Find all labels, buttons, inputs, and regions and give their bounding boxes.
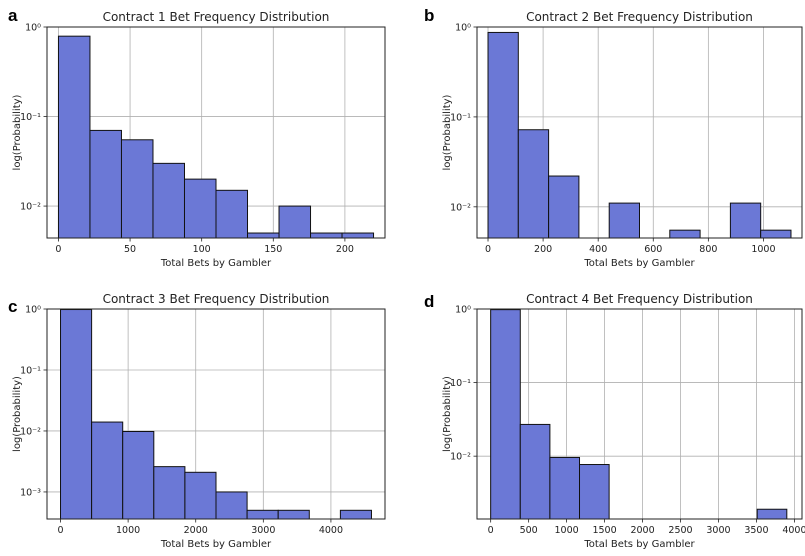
c3-bar-6	[246, 509, 279, 520]
c4-xtick-label-1: 500	[520, 525, 538, 536]
c2-xtick-label-5: 1000	[751, 244, 775, 255]
c4-xtick-label-2: 1000	[555, 525, 579, 536]
c2-ytick-label-0: 10⁻²	[450, 202, 471, 213]
c1-xlabel: Total Bets by Gambler	[160, 258, 272, 269]
c3-ylabel: log(Probability)	[12, 376, 23, 452]
panel-letter-c: c	[8, 297, 17, 316]
c1-bar-5	[215, 189, 249, 239]
panel-letter-a: a	[8, 6, 18, 25]
chart-contract-3: 0 1000 2000 3000 4000 10⁻³ 10⁻² 10⁻¹ 10⁰ Contract…	[12, 292, 386, 550]
c2-xtick-label-1: 200	[534, 244, 552, 255]
c1-ytick-label-0: 10⁻²	[20, 202, 41, 213]
c2-bar-9	[760, 229, 792, 239]
chart-contract-1: 0 50 100 150 200 10⁻² 10⁻¹ 10⁰ Contract 1 Bet Fr…	[12, 10, 386, 269]
c1-title: Contract 1 Bet Frequency Distribution	[103, 10, 330, 24]
c3-ytick-label-3: 10⁰	[25, 305, 41, 316]
c2-bar-2	[548, 175, 580, 239]
c2-bar-8	[729, 202, 762, 239]
c1-bar-6	[247, 232, 280, 239]
c4-xtick-label-6: 3000	[706, 525, 730, 536]
c4-xlabel: Total Bets by Gambler	[583, 539, 695, 550]
chart-contract-4: 0 500 1000 1500 2000 2500 3000 3500 4000 10⁻² 10⁻¹…	[442, 292, 805, 550]
c3-xtick-label-2: 2000	[184, 525, 208, 536]
panel-letter-b: b	[424, 6, 434, 25]
c2-bar-1	[517, 129, 550, 239]
c1-bar-2	[120, 139, 154, 239]
c3-ytick-label-2: 10⁻¹	[20, 365, 41, 376]
c4-bar-0	[490, 309, 521, 520]
c2-bar-4	[608, 202, 640, 239]
c4-bar-2	[549, 456, 581, 520]
c1-bar-3	[152, 162, 185, 239]
c3-xlabel: Total Bets by Gambler	[160, 539, 272, 550]
c1-bar-8	[310, 232, 343, 239]
c2-bar-6	[669, 229, 701, 239]
c4-ytick-label-0: 10⁻²	[450, 452, 471, 463]
c2-xtick-label-2: 400	[589, 244, 607, 255]
c1-bar-0	[57, 35, 91, 239]
c3-xtick-label-4: 4000	[319, 525, 343, 536]
c4-bar-9	[756, 508, 788, 520]
c4-xtick-label-4: 2000	[630, 525, 654, 536]
c1-ytick-label-2: 10⁰	[25, 23, 41, 34]
c2-title: Contract 2 Bet Frequency Distribution	[526, 10, 753, 24]
c1-bar-7	[278, 205, 312, 239]
c4-xtick-label-5: 2500	[668, 525, 692, 536]
c2-xtick-label-0: 0	[485, 244, 491, 255]
c3-xtick-label-1: 1000	[116, 525, 140, 536]
c4-ylabel: log(Probability)	[442, 376, 453, 452]
c4-xtick-label-0: 0	[488, 525, 494, 536]
c3-ytick-label-1: 10⁻²	[20, 426, 41, 437]
c1-xtick-label-2: 100	[193, 244, 211, 255]
c4-bar-1	[519, 423, 551, 520]
c4-xtick-label-7: 3500	[744, 525, 768, 536]
c1-xtick-label-4: 200	[336, 244, 354, 255]
c3-bar-1	[91, 421, 124, 520]
c4-bar-3	[579, 464, 610, 520]
c1-xtick-label-3: 150	[264, 244, 282, 255]
c4-xtick-label-8: 4000	[782, 525, 805, 536]
c3-bar-9	[339, 509, 372, 520]
c2-plot-frame	[476, 26, 803, 239]
c3-bar-7	[277, 509, 310, 520]
c2-bar-0	[487, 31, 519, 239]
c1-ylabel: log(Probability)	[12, 94, 23, 170]
c1-bar-1	[89, 129, 122, 239]
c2-ytick-label-2: 10⁰	[455, 23, 471, 34]
c4-plot-frame	[476, 308, 803, 520]
c1-ytick-label-1: 10⁻¹	[20, 112, 41, 123]
c3-bar-5	[215, 491, 248, 520]
c2-ytick-label-1: 10⁻¹	[450, 112, 471, 123]
c1-bar-4	[183, 178, 217, 239]
chart-contract-2: 0 200 400 600 800 1000 10⁻² 10⁻¹ 10⁰ Contract 2 B…	[442, 10, 803, 269]
c3-xtick-label-0: 0	[57, 525, 63, 536]
c1-bar-9	[341, 232, 375, 239]
c3-xtick-label-3: 3000	[251, 525, 275, 536]
c3-plot-frame	[46, 308, 386, 520]
c2-xtick-label-4: 800	[699, 244, 717, 255]
c3-bar-4	[184, 471, 217, 520]
c2-xtick-label-3: 600	[644, 244, 662, 255]
c2-ylabel: log(Probability)	[442, 94, 453, 170]
c1-plot-frame	[46, 26, 386, 239]
c4-ytick-label-2: 10⁰	[455, 305, 471, 316]
c3-title: Contract 3 Bet Frequency Distribution	[103, 292, 330, 306]
c3-bar-2	[122, 430, 155, 520]
c3-ytick-label-0: 10⁻³	[20, 487, 41, 498]
c3-bar-0	[60, 309, 93, 520]
panel-letter-d: d	[424, 292, 434, 311]
c4-xtick-label-3: 1500	[592, 525, 616, 536]
c3-bar-3	[153, 466, 186, 520]
c1-xtick-label-0: 0	[55, 244, 61, 255]
c2-xlabel: Total Bets by Gambler	[583, 258, 695, 269]
c4-title: Contract 4 Bet Frequency Distribution	[526, 292, 753, 306]
c4-ytick-label-1: 10⁻¹	[450, 378, 471, 389]
c1-xtick-label-1: 50	[124, 244, 136, 255]
